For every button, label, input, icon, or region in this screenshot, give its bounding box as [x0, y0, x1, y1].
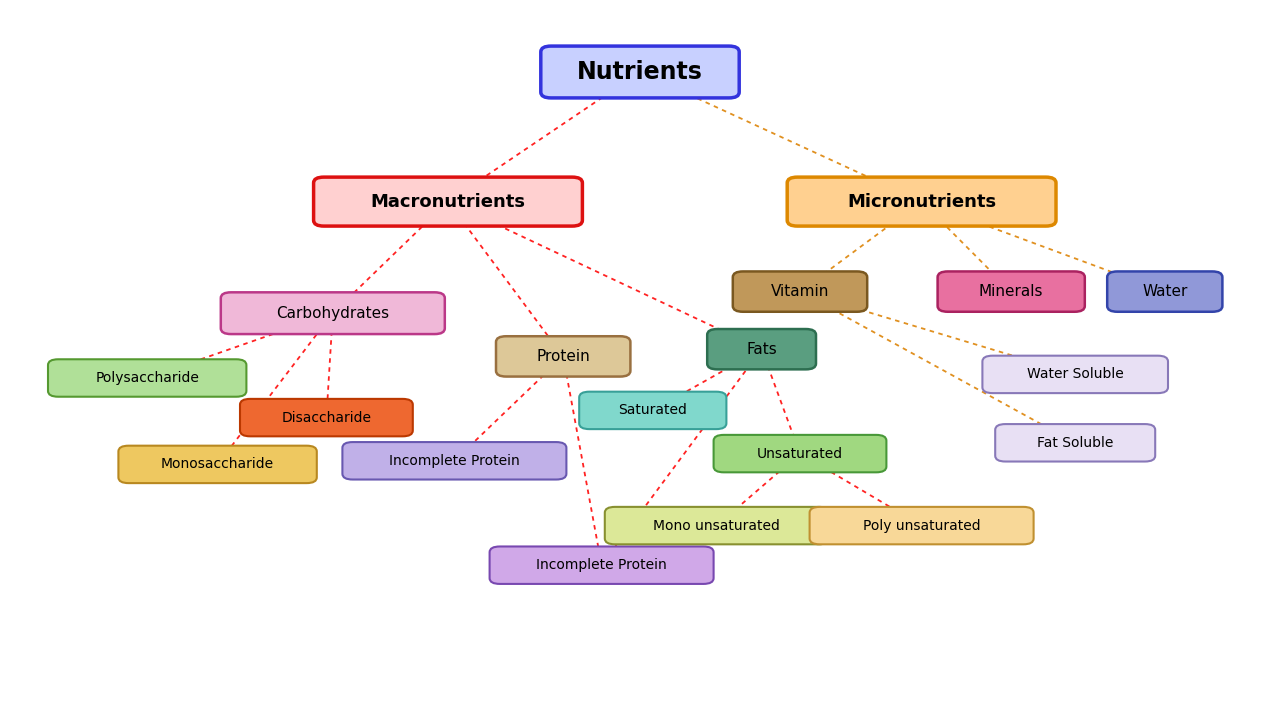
- Text: Mono unsaturated: Mono unsaturated: [653, 518, 781, 533]
- Text: Saturated: Saturated: [618, 403, 687, 418]
- FancyBboxPatch shape: [787, 177, 1056, 226]
- Text: Vitamin: Vitamin: [771, 284, 829, 299]
- Text: Disaccharide: Disaccharide: [282, 410, 371, 425]
- Text: Macronutrients: Macronutrients: [370, 192, 526, 210]
- FancyBboxPatch shape: [580, 392, 727, 429]
- Text: Water Soluble: Water Soluble: [1027, 367, 1124, 382]
- FancyBboxPatch shape: [605, 507, 829, 544]
- FancyBboxPatch shape: [221, 292, 445, 334]
- FancyBboxPatch shape: [241, 399, 412, 436]
- Text: Unsaturated: Unsaturated: [756, 446, 844, 461]
- FancyBboxPatch shape: [497, 336, 630, 377]
- FancyBboxPatch shape: [540, 46, 740, 98]
- Text: Nutrients: Nutrients: [577, 60, 703, 84]
- FancyBboxPatch shape: [996, 424, 1156, 462]
- FancyBboxPatch shape: [708, 329, 817, 369]
- Text: Incomplete Protein: Incomplete Protein: [389, 454, 520, 468]
- Text: Polysaccharide: Polysaccharide: [95, 371, 200, 385]
- FancyBboxPatch shape: [732, 271, 868, 312]
- Text: Water: Water: [1142, 284, 1188, 299]
- Text: Protein: Protein: [536, 349, 590, 364]
- FancyBboxPatch shape: [119, 446, 317, 483]
- FancyBboxPatch shape: [983, 356, 1169, 393]
- FancyBboxPatch shape: [343, 442, 566, 480]
- Text: Poly unsaturated: Poly unsaturated: [863, 518, 980, 533]
- FancyBboxPatch shape: [314, 177, 582, 226]
- Text: Monosaccharide: Monosaccharide: [161, 457, 274, 472]
- FancyBboxPatch shape: [1107, 271, 1222, 312]
- FancyBboxPatch shape: [937, 271, 1085, 312]
- Text: Fats: Fats: [746, 342, 777, 356]
- Text: Incomplete Protein: Incomplete Protein: [536, 558, 667, 572]
- FancyBboxPatch shape: [49, 359, 247, 397]
- Text: Carbohydrates: Carbohydrates: [276, 306, 389, 320]
- FancyBboxPatch shape: [809, 507, 1034, 544]
- Text: Minerals: Minerals: [979, 284, 1043, 299]
- FancyBboxPatch shape: [489, 546, 714, 584]
- Text: Micronutrients: Micronutrients: [847, 192, 996, 210]
- Text: Fat Soluble: Fat Soluble: [1037, 436, 1114, 450]
- FancyBboxPatch shape: [714, 435, 886, 472]
